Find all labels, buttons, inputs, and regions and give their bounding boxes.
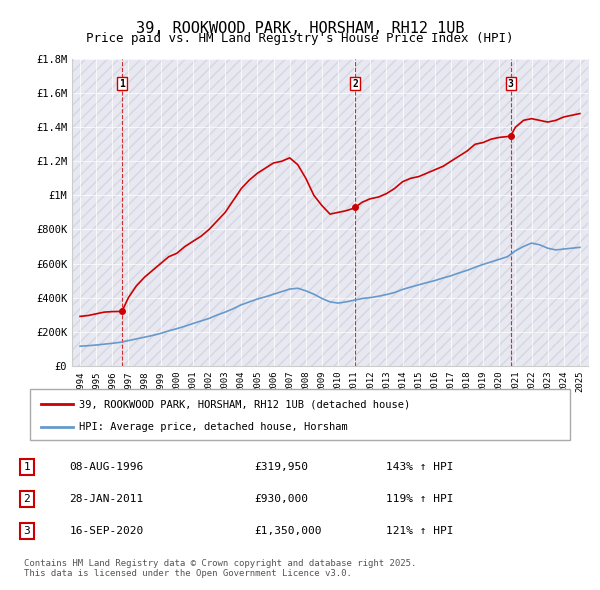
- Text: £930,000: £930,000: [254, 494, 308, 504]
- Text: 2: 2: [23, 494, 30, 504]
- FancyBboxPatch shape: [30, 389, 570, 440]
- Text: HPI: Average price, detached house, Horsham: HPI: Average price, detached house, Hors…: [79, 422, 347, 432]
- Text: 1: 1: [23, 462, 30, 472]
- Text: 143% ↑ HPI: 143% ↑ HPI: [386, 462, 454, 472]
- Text: 39, ROOKWOOD PARK, HORSHAM, RH12 1UB: 39, ROOKWOOD PARK, HORSHAM, RH12 1UB: [136, 21, 464, 35]
- Text: 1: 1: [119, 78, 125, 88]
- Text: 3: 3: [23, 526, 30, 536]
- Text: 39, ROOKWOOD PARK, HORSHAM, RH12 1UB (detached house): 39, ROOKWOOD PARK, HORSHAM, RH12 1UB (de…: [79, 399, 410, 409]
- Text: 121% ↑ HPI: 121% ↑ HPI: [386, 526, 454, 536]
- Text: £319,950: £319,950: [254, 462, 308, 472]
- Text: 3: 3: [508, 78, 514, 88]
- Text: Price paid vs. HM Land Registry's House Price Index (HPI): Price paid vs. HM Land Registry's House …: [86, 32, 514, 45]
- Text: 2: 2: [352, 78, 358, 88]
- Text: 08-AUG-1996: 08-AUG-1996: [70, 462, 144, 472]
- Text: 28-JAN-2011: 28-JAN-2011: [70, 494, 144, 504]
- Text: 16-SEP-2020: 16-SEP-2020: [70, 526, 144, 536]
- Text: 119% ↑ HPI: 119% ↑ HPI: [386, 494, 454, 504]
- Text: Contains HM Land Registry data © Crown copyright and database right 2025.
This d: Contains HM Land Registry data © Crown c…: [24, 559, 416, 578]
- Text: £1,350,000: £1,350,000: [254, 526, 322, 536]
